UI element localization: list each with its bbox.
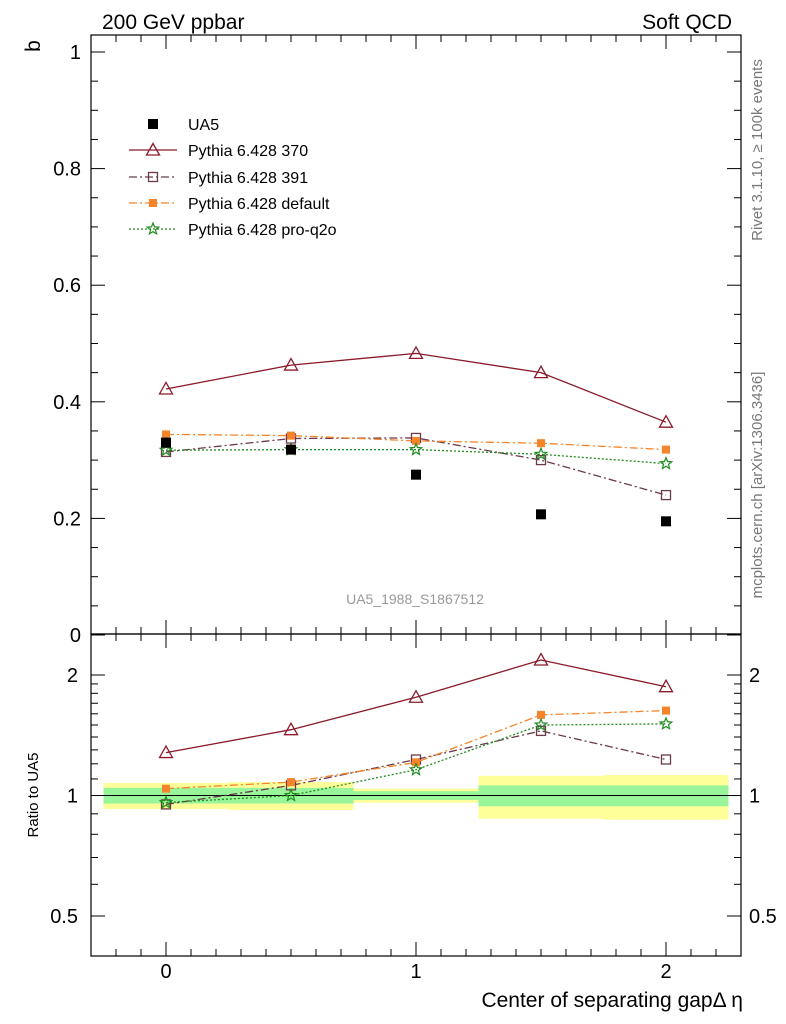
ratio-point-pythia-6-428-370-0	[158, 744, 174, 759]
ratio-point-pythia-6-428-default-0	[162, 784, 170, 793]
main-y-tick-label-3: 0.6	[53, 275, 81, 297]
ratio-point-pythia-6-428-default-4	[662, 706, 670, 715]
legend-label-pythia-6-428-391: Pythia 6.428 391	[188, 170, 308, 187]
main-point-pythia-6-428-370-1	[283, 357, 299, 371]
legend-label-ua5: UA5	[188, 117, 219, 134]
ratio-y-tick-label-left-1: 1	[67, 786, 78, 808]
legend-marker-pythia-6-428-370	[145, 142, 161, 156]
main-point-pythia-6-428-370-2	[408, 345, 424, 360]
legend-marker-ua5	[148, 119, 158, 129]
main-point-pythia-6-428-pro-q2o-3	[533, 446, 549, 461]
ratio-point-pythia-6-428-370-4	[658, 678, 674, 693]
ratio-point-pythia-6-428-370-1	[283, 721, 299, 736]
ratio-y-tick-label-left-0: 0.5	[50, 906, 78, 928]
x-tick-label-0: 0	[160, 961, 171, 983]
legend-marker-pythia-6-428-pro-q2o	[145, 221, 161, 236]
main-line-pythia-6-428-pro-q2o	[165, 448, 667, 465]
source-side-label: mcplots.cern.ch [arXiv:1306.3436]	[749, 372, 766, 599]
ratio-point-pythia-6-428-pro-q2o-3	[533, 717, 549, 732]
ratio-point-pythia-6-428-pro-q2o-0	[158, 794, 174, 809]
ratio-y-axis-label: Ratio to UA5	[25, 752, 42, 837]
main-y-tick-label-1: 0.2	[53, 508, 81, 530]
ratio-line-pythia-6-428-391	[165, 730, 667, 806]
ratio-uncertainty-bands	[103, 775, 729, 820]
main-point-pythia-6-428-default-2	[412, 436, 420, 445]
legend-entry-pythia-6-428-pro-q2o: Pythia 6.428 pro-q2o	[129, 221, 337, 239]
ratio-point-pythia-6-428-default-1	[287, 778, 295, 787]
ratio-series-pythia-6-428-370	[158, 652, 674, 759]
main-y-tick-label-2: 0.4	[53, 392, 81, 414]
main-point-ua5-1	[286, 444, 296, 455]
legend-label-pythia-6-428-default: Pythia 6.428 default	[188, 196, 330, 213]
main-point-pythia-6-428-default-1	[287, 431, 295, 440]
main-y-tick-label-4: 0.8	[53, 159, 81, 181]
ratio-y-tick-label-right-1: 1	[749, 786, 760, 808]
ratio-line-pythia-6-428-pro-q2o	[165, 723, 667, 804]
analysis-watermark: UA5_1988_S1867512	[346, 591, 484, 607]
ratio-y-tick-label-right-2: 2	[749, 665, 760, 687]
legend-entry-ua5: UA5	[148, 117, 219, 134]
header-right-label: Soft QCD	[642, 11, 732, 34]
ratio-line-pythia-6-428-370	[165, 659, 667, 754]
legend-marker-pythia-6-428-391	[147, 171, 159, 183]
ratio-point-pythia-6-428-391-4	[660, 754, 672, 765]
ratio-point-pythia-6-428-default-3	[537, 710, 545, 719]
legend-label-pythia-6-428-370: Pythia 6.428 370	[188, 143, 308, 160]
legend-marker-pythia-6-428-default	[149, 199, 157, 207]
header-left-label: 200 GeV ppbar	[102, 11, 244, 34]
ratio-point-pythia-6-428-391-3	[535, 725, 547, 737]
ratio-point-pythia-6-428-pro-q2o-2	[408, 762, 424, 776]
legend-label-pythia-6-428-pro-q2o: Pythia 6.428 pro-q2o	[188, 222, 337, 239]
main-y-axis-label: b	[22, 40, 45, 52]
axis-ticks: 0 1 2 0 0.2 0.4 0.6 0.8 1 0.5 0.5 1 1 2 2	[50, 35, 777, 983]
legend-entry-pythia-6-428-391: Pythia 6.428 391	[129, 170, 308, 187]
main-point-pythia-6-428-370-4	[658, 414, 674, 428]
ratio-series-pythia-6-428-pro-q2o	[158, 716, 674, 809]
main-y-tick-label-0: 0	[70, 625, 81, 647]
main-point-pythia-6-428-default-3	[537, 439, 545, 448]
ratio-point-pythia-6-428-391-0	[160, 799, 172, 810]
ratio-point-pythia-6-428-pro-q2o-1	[283, 787, 299, 802]
main-point-pythia-6-428-391-4	[660, 489, 672, 501]
main-line-pythia-6-428-391	[165, 437, 667, 496]
main-line-pythia-6-428-370	[165, 352, 667, 423]
main-point-pythia-6-428-370-0	[158, 381, 174, 395]
main-line-pythia-6-428-default	[165, 433, 667, 451]
legend: UA5 Pythia 6.428 370 Pythia 6.428 391 Pythi…	[129, 117, 337, 239]
main-series-pythia-6-428-370	[158, 345, 674, 428]
x-axis-label: Center of separating gapΔ η	[481, 989, 743, 1012]
main-point-pythia-6-428-pro-q2o-4	[658, 455, 674, 470]
main-y-tick-label-5: 1	[70, 42, 81, 64]
series-layer	[158, 345, 674, 810]
main-point-ua5-2	[411, 469, 421, 480]
x-tick-label-2: 2	[660, 961, 671, 983]
ratio-y-tick-label-left-2: 2	[67, 665, 78, 687]
main-series-ua5	[161, 437, 671, 527]
legend-entry-pythia-6-428-370: Pythia 6.428 370	[129, 142, 308, 160]
ratio-point-pythia-6-428-370-2	[408, 689, 424, 703]
main-point-ua5-4	[661, 516, 671, 527]
main-point-pythia-6-428-370-3	[533, 364, 549, 379]
ratio-y-tick-label-right-0: 0.5	[749, 906, 777, 928]
main-point-pythia-6-428-pro-q2o-0	[158, 442, 174, 457]
main-point-ua5-0	[161, 437, 171, 448]
ratio-point-pythia-6-428-370-3	[533, 652, 549, 666]
main-point-pythia-6-428-391-3	[535, 454, 547, 466]
legend-entry-pythia-6-428-default: Pythia 6.428 default	[129, 196, 330, 213]
main-series-pythia-6-428-pro-q2o	[158, 441, 674, 470]
rivet-side-label: Rivet 3.1.10, ≥ 100k events	[749, 59, 766, 241]
x-tick-label-1: 1	[410, 961, 421, 983]
main-point-pythia-6-428-default-4	[662, 445, 670, 454]
main-series-pythia-6-428-default	[162, 430, 670, 454]
main-point-pythia-6-428-pro-q2o-2	[408, 441, 424, 456]
ratio-point-pythia-6-428-pro-q2o-4	[658, 716, 674, 731]
main-point-pythia-6-428-default-0	[162, 430, 170, 439]
main-point-ua5-3	[536, 509, 546, 520]
